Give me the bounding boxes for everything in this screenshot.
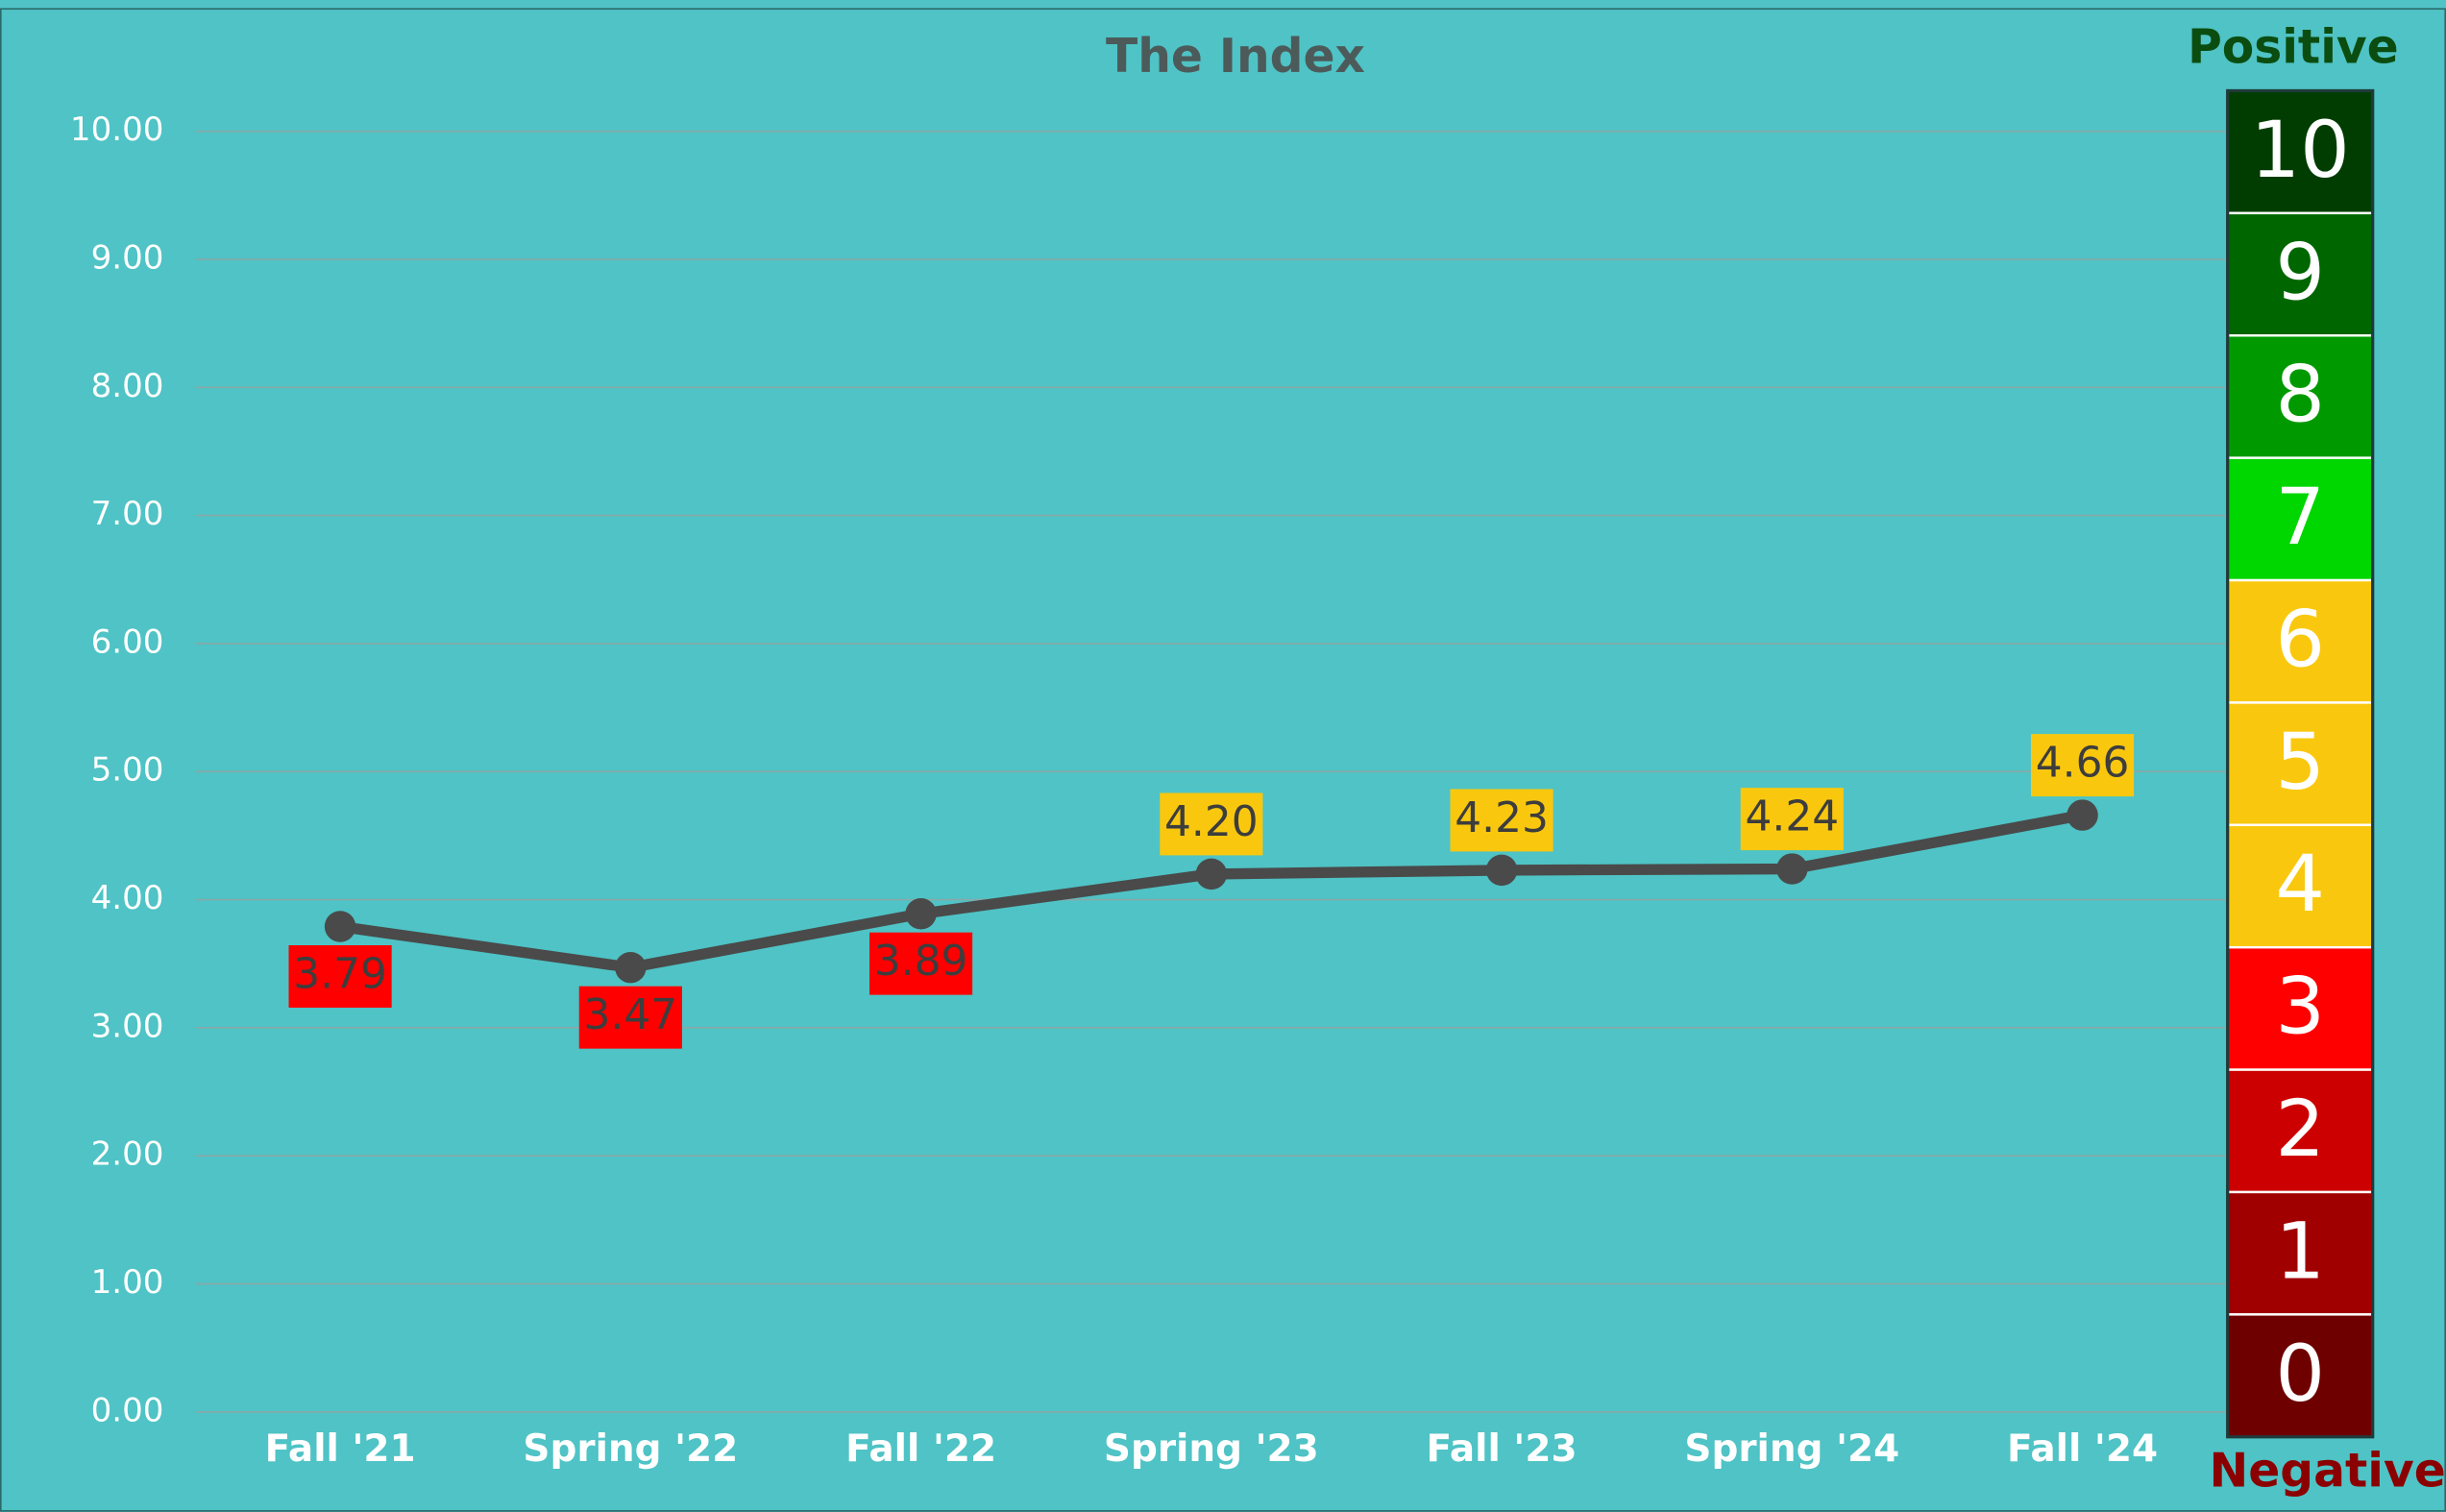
data-label: 3.47: [584, 990, 678, 1039]
marker: [1776, 853, 1808, 885]
x-tick-label: Spring '22: [523, 1427, 738, 1471]
label-box: [288, 945, 392, 1008]
data-label: 4.24: [1746, 793, 1840, 841]
scale-label: 2: [2275, 1085, 2325, 1175]
x-tick-label: Spring '23: [1104, 1427, 1319, 1471]
label-box: [2030, 734, 2135, 797]
scale-label: 7: [2275, 473, 2325, 563]
scale-cell: [2226, 823, 2374, 949]
scale-label: 3: [2275, 963, 2325, 1053]
scale-label: 10: [2251, 106, 2350, 196]
label-box: [1160, 793, 1263, 856]
chart-title: The Index: [1106, 30, 1365, 84]
data-label: 3.89: [874, 937, 968, 986]
data-label: 4.66: [2036, 739, 2130, 788]
scale-cell: [2226, 578, 2374, 704]
x-tick-label: Fall '22: [845, 1427, 996, 1471]
scale-border: [2226, 88, 2375, 1439]
y-tick-label: 4.00: [91, 879, 164, 917]
marker: [615, 951, 647, 984]
scale-cell: [2226, 1190, 2374, 1316]
data-label: 4.23: [1455, 793, 1549, 842]
marker: [905, 897, 937, 930]
x-tick-label: Fall '21: [265, 1427, 416, 1471]
y-tick-label: 10.00: [70, 110, 164, 149]
x-tick-label: Fall '24: [2007, 1427, 2158, 1471]
scale-cell: [2226, 1068, 2374, 1194]
data-label: 4.20: [1164, 797, 1259, 846]
scale-label: 5: [2275, 718, 2325, 808]
marker: [2067, 799, 2098, 831]
scale-bottom-label: Negative: [2209, 1445, 2445, 1499]
y-tick-label: 6.00: [91, 622, 164, 661]
scale-label: 1: [2275, 1207, 2325, 1297]
scale-top-label: Positive: [2188, 20, 2399, 74]
x-tick-label: Spring '24: [1684, 1427, 1899, 1471]
scale-cell: [2226, 701, 2374, 827]
label-box: [1450, 789, 1553, 852]
scale-label: 9: [2275, 228, 2325, 318]
x-tick-label: Fall '23: [1427, 1427, 1578, 1471]
marker: [324, 911, 356, 942]
y-tick-label: 2.00: [91, 1135, 164, 1174]
label-box: [1740, 788, 1844, 851]
marker: [1485, 854, 1518, 887]
label-box: [578, 986, 682, 1049]
marker: [1195, 858, 1228, 890]
scale-cell: [2226, 945, 2374, 1071]
y-tick-label: 3.00: [91, 1007, 164, 1045]
y-tick-label: 5.00: [91, 751, 164, 790]
scale-label: 4: [2275, 840, 2325, 930]
scale-label: 6: [2275, 595, 2325, 685]
y-tick-label: 0.00: [91, 1391, 164, 1429]
scale-cell: [2226, 456, 2374, 582]
scale-label: 8: [2275, 351, 2325, 441]
y-tick-label: 7.00: [91, 495, 164, 533]
y-tick-label: 8.00: [91, 367, 164, 405]
label-box: [868, 932, 973, 995]
scale-label: 0: [2275, 1329, 2325, 1420]
data-label: 3.79: [293, 949, 387, 998]
y-tick-label: 1.00: [91, 1263, 164, 1302]
y-tick-label: 9.00: [91, 239, 164, 278]
